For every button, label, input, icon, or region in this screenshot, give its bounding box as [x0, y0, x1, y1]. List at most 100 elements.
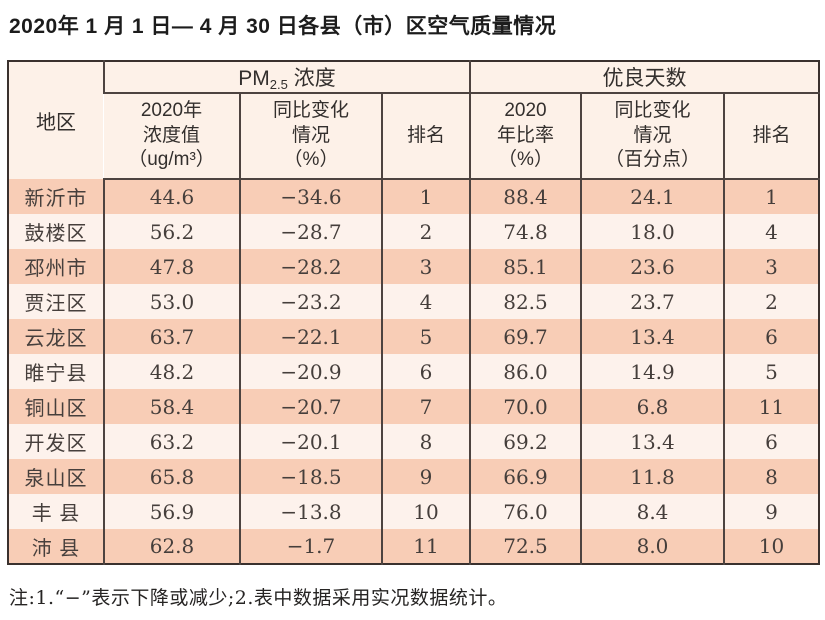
good-change-cell: 13.4: [580, 424, 724, 459]
pm-rank-cell: 7: [381, 389, 470, 424]
good-rate-cell: 66.9: [469, 459, 581, 494]
good-change-cell: 18.0: [580, 214, 724, 249]
good-rate-cell: 88.4: [469, 179, 581, 214]
table-row: 新沂市 44.6 −34.6 1 88.4 24.1 1: [8, 179, 820, 214]
region-cell: 云龙区: [8, 319, 104, 354]
pm-change-cell: −20.9: [239, 354, 382, 389]
pm-change-cell: −34.6: [239, 179, 382, 214]
good-change-cell: 6.8: [580, 389, 724, 424]
pm-change-cell: −1.7: [239, 529, 382, 564]
good-change-cell: 23.6: [580, 249, 724, 284]
table-row: 泉山区 65.8 −18.5 9 66.9 11.8 8: [8, 459, 820, 494]
pm-value-cell: 62.8: [103, 529, 240, 564]
pm-value-cell: 58.4: [103, 389, 240, 424]
table-row: 邳州市 47.8 −28.2 3 85.1 23.6 3: [8, 249, 820, 284]
good-rank-cell: 5: [722, 354, 820, 389]
good-rank-cell: 6: [722, 319, 820, 354]
pm-change-cell: −18.5: [239, 459, 382, 494]
region-cell: 新沂市: [8, 179, 104, 214]
pm-value-cell: 63.7: [103, 319, 240, 354]
pm-change-cell: −20.7: [239, 389, 382, 424]
header-pm-rank: 排名: [381, 93, 470, 180]
air-quality-table: 地区 PM2.5 浓度 优良天数 2020年 浓度值 （ug/m³） 同比变化 …: [7, 60, 821, 565]
pm-rank-cell: 2: [381, 214, 470, 249]
pm25-label-suffix: 浓度: [287, 67, 336, 90]
table-header: 地区 PM2.5 浓度 优良天数 2020年 浓度值 （ug/m³） 同比变化 …: [8, 61, 820, 180]
pm-rank-cell: 11: [381, 529, 470, 564]
pm-rank-cell: 8: [381, 424, 470, 459]
table-row: 沛 县 62.8 −1.7 11 72.5 8.0 10: [8, 529, 820, 564]
pm-change-cell: −13.8: [239, 494, 382, 529]
region-cell: 鼓楼区: [8, 214, 104, 249]
good-rank-cell: 1: [722, 179, 820, 214]
header-group-good-days: 优良天数: [468, 61, 820, 94]
header-good-rate: 2020 年比率 （%）: [469, 93, 581, 180]
pm-rank-cell: 10: [381, 494, 470, 529]
pm-change-cell: −28.2: [239, 249, 382, 284]
table-body: 新沂市 44.6 −34.6 1 88.4 24.1 1 鼓楼区 56.2 −28.7 2 74.8 1…: [8, 179, 820, 564]
pm25-label-prefix: PM: [238, 67, 270, 90]
table-row: 铜山区 58.4 −20.7 7 70.0 6.8 11: [8, 389, 820, 424]
table-row: 贾汪区 53.0 −23.2 4 82.5 23.7 2: [8, 284, 820, 319]
pm-value-cell: 53.0: [103, 284, 240, 319]
region-cell: 开发区: [8, 424, 104, 459]
region-cell: 贾汪区: [8, 284, 104, 319]
table-row: 开发区 63.2 −20.1 8 69.2 13.4 6: [8, 424, 820, 459]
header-group-row: 地区 PM2.5 浓度 优良天数: [8, 61, 820, 179]
pm-change-cell: −20.1: [239, 424, 382, 459]
pm25-label-subscript: 2.5: [269, 77, 288, 92]
good-rank-cell: 2: [722, 284, 820, 319]
region-cell: 泉山区: [8, 459, 104, 494]
pm-rank-cell: 4: [381, 284, 470, 319]
good-rate-cell: 85.1: [469, 249, 581, 284]
good-rank-cell: 6: [722, 424, 820, 459]
pm-value-cell: 44.6: [103, 179, 240, 214]
region-cell: 丰 县: [8, 494, 104, 529]
good-change-cell: 8.4: [580, 494, 724, 529]
good-rate-cell: 74.8: [469, 214, 581, 249]
good-change-cell: 24.1: [580, 179, 724, 214]
header-pm-value: 2020年 浓度值 （ug/m³）: [104, 93, 240, 180]
good-change-cell: 11.8: [580, 459, 724, 494]
good-rate-cell: 69.7: [469, 319, 581, 354]
page-title: 2020年 1 月 1 日— 4 月 30 日各县（市）区空气质量情况: [9, 15, 557, 38]
good-change-cell: 23.7: [580, 284, 724, 319]
table-row: 鼓楼区 56.2 −28.7 2 74.8 18.0 4: [8, 214, 820, 249]
good-rank-cell: 8: [722, 459, 820, 494]
table-row: 睢宁县 48.2 −20.9 6 86.0 14.9 5: [8, 354, 820, 389]
pm-value-cell: 48.2: [103, 354, 240, 389]
header-sub-row: 2020年 浓度值 （ug/m³） 同比变化 情况 （%） 排名 2020 年比…: [8, 93, 820, 180]
good-rate-cell: 86.0: [469, 354, 581, 389]
pm-change-cell: −22.1: [239, 319, 382, 354]
good-rank-cell: 3: [722, 249, 820, 284]
pm-change-cell: −23.2: [239, 284, 382, 319]
pm-value-cell: 56.9: [103, 494, 240, 529]
good-rate-cell: 70.0: [469, 389, 581, 424]
good-change-cell: 14.9: [580, 354, 724, 389]
good-change-cell: 13.4: [580, 319, 724, 354]
good-rank-cell: 4: [722, 214, 820, 249]
pm-rank-cell: 5: [381, 319, 470, 354]
pm-change-cell: −28.7: [239, 214, 382, 249]
table-row: 丰 县 56.9 −13.8 10 76.0 8.4 9: [8, 494, 820, 529]
footnote: 注:1.“−”表示下降或减少;2.表中数据采用实况数据统计。: [9, 587, 508, 609]
good-rate-cell: 72.5: [469, 529, 581, 564]
region-cell: 沛 县: [8, 529, 104, 564]
table-row: 云龙区 63.7 −22.1 5 69.7 13.4 6: [8, 319, 820, 354]
good-rank-cell: 11: [722, 389, 820, 424]
header-group-pm25: PM2.5 浓度: [103, 61, 470, 94]
pm-value-cell: 47.8: [103, 249, 240, 284]
region-cell: 邳州市: [8, 249, 104, 284]
pm-rank-cell: 3: [381, 249, 470, 284]
good-rank-cell: 10: [722, 529, 820, 564]
pm-value-cell: 56.2: [103, 214, 240, 249]
pm-rank-cell: 1: [381, 179, 470, 214]
header-pm-change: 同比变化 情况 （%）: [239, 93, 382, 180]
good-change-cell: 8.0: [580, 529, 724, 564]
header-good-rank: 排名: [722, 93, 820, 180]
pm-rank-cell: 9: [381, 459, 470, 494]
good-rate-cell: 69.2: [469, 424, 581, 459]
region-cell: 铜山区: [8, 389, 104, 424]
header-region: 地区: [8, 61, 104, 179]
